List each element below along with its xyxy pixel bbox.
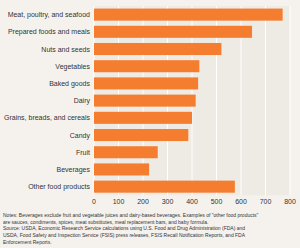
- x-tick-label: 700: [260, 198, 272, 205]
- x-tick-label: 200: [137, 198, 149, 205]
- category-label: Nuts and seeds: [41, 46, 90, 53]
- notes-line: Source: USDA, Economic Research Service …: [3, 225, 245, 231]
- category-label: Dairy: [74, 97, 91, 105]
- background: [0, 0, 300, 248]
- notes: Notes: Beverages exclude fruit and veget…: [3, 212, 259, 245]
- bar: [94, 112, 192, 124]
- x-tick-label: 300: [162, 198, 174, 205]
- y-labels: Other food products Beverages Fruit Candy Gr…: [4, 11, 91, 191]
- x-tick-label: 500: [211, 198, 223, 205]
- grid-line: [290, 6, 291, 195]
- category-label: Candy: [70, 132, 91, 140]
- bar: [94, 26, 252, 38]
- notes-line: Enforcement Reports.: [3, 239, 52, 245]
- x-tick-label: 800: [284, 198, 296, 205]
- chart: Notes: Beverages exclude fruit and veget…: [0, 0, 300, 248]
- bar: [94, 129, 188, 141]
- x-ticks: 0 100 200 300 400 500 600 700 800: [92, 198, 296, 205]
- category-label: Other food products: [28, 183, 90, 191]
- grid: [94, 6, 290, 195]
- bar: [94, 77, 198, 89]
- category-label: Baked goods: [49, 80, 90, 88]
- bar: [94, 43, 221, 55]
- category-label: Grains, breads, and cereals: [4, 114, 90, 121]
- notes-line: are sauces, condiments, spices, meat sub…: [3, 219, 208, 225]
- x-tick-label: 0: [92, 198, 96, 205]
- x-tick-label: 600: [235, 198, 247, 205]
- notes-line: USDA, Food Safety and Inspection Service…: [3, 232, 246, 238]
- x-tick-label: 100: [113, 198, 125, 205]
- plot-area: [94, 6, 290, 195]
- bar: [94, 163, 149, 175]
- grid-line: [265, 6, 266, 195]
- notes-line: Notes: Beverages exclude fruit and veget…: [3, 212, 259, 218]
- x-tick-label: 400: [186, 198, 198, 205]
- bar: [94, 60, 199, 72]
- category-label: Vegetables: [55, 63, 90, 71]
- bar: [94, 181, 235, 193]
- bars: [94, 9, 283, 193]
- category-label: Meat, poultry, and seafood: [8, 11, 90, 19]
- category-label: Prepared foods and meals: [8, 28, 91, 36]
- bar: [94, 95, 196, 107]
- bar: [94, 146, 158, 158]
- category-label: Fruit: [76, 149, 90, 156]
- bar: [94, 9, 283, 21]
- category-label: Beverages: [57, 166, 91, 174]
